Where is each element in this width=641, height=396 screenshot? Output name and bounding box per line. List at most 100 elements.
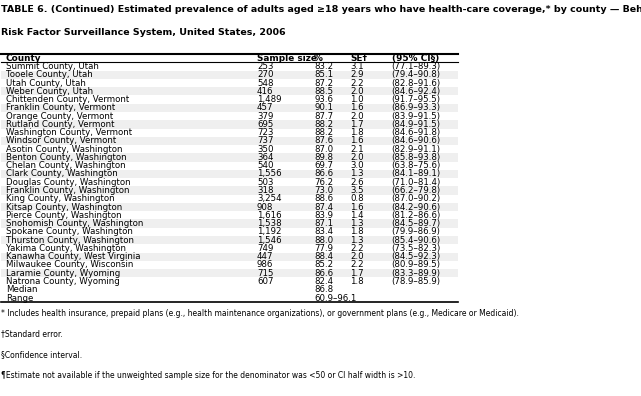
- FancyBboxPatch shape: [1, 253, 458, 261]
- Text: 90.1: 90.1: [314, 103, 333, 112]
- Text: 88.4: 88.4: [314, 252, 333, 261]
- Text: 3,254: 3,254: [257, 194, 281, 203]
- Text: 82.4: 82.4: [314, 277, 333, 286]
- Text: (79.9–86.9): (79.9–86.9): [392, 227, 440, 236]
- Text: 1.8: 1.8: [351, 227, 364, 236]
- Text: Chelan County, Washington: Chelan County, Washington: [6, 161, 126, 170]
- Text: 1,556: 1,556: [257, 169, 281, 179]
- Text: 2.0: 2.0: [351, 112, 364, 121]
- Text: 93.6: 93.6: [314, 95, 333, 104]
- Text: §Confidence interval.: §Confidence interval.: [1, 350, 83, 359]
- FancyBboxPatch shape: [1, 219, 458, 228]
- Text: 2.1: 2.1: [351, 145, 364, 154]
- Text: 749: 749: [257, 244, 273, 253]
- Text: 87.0: 87.0: [314, 145, 333, 154]
- Text: Clark County, Washington: Clark County, Washington: [6, 169, 118, 179]
- Text: (84.5–92.3): (84.5–92.3): [392, 252, 441, 261]
- Text: Range: Range: [6, 293, 33, 303]
- FancyBboxPatch shape: [1, 236, 458, 244]
- Text: 986: 986: [257, 261, 273, 270]
- Text: 1,546: 1,546: [257, 236, 281, 245]
- Text: 76.2: 76.2: [314, 178, 333, 187]
- Text: Milwaukee County, Wisconsin: Milwaukee County, Wisconsin: [6, 261, 133, 270]
- Text: 89.8: 89.8: [314, 153, 333, 162]
- Text: 2.2: 2.2: [351, 78, 364, 88]
- Text: 3.5: 3.5: [351, 186, 364, 195]
- Text: 69.7: 69.7: [314, 161, 333, 170]
- Text: Thurston County, Washington: Thurston County, Washington: [6, 236, 134, 245]
- Text: Rutland County, Vermont: Rutland County, Vermont: [6, 120, 115, 129]
- Text: Orange County, Vermont: Orange County, Vermont: [6, 112, 113, 121]
- Text: (87.0–90.2): (87.0–90.2): [392, 194, 441, 203]
- Text: 253: 253: [257, 62, 274, 71]
- Text: Median: Median: [6, 285, 37, 294]
- Text: (80.9–89.5): (80.9–89.5): [392, 261, 440, 270]
- Text: 85.1: 85.1: [314, 70, 333, 79]
- Text: 3.1: 3.1: [351, 62, 364, 71]
- Text: 1.7: 1.7: [351, 269, 364, 278]
- Text: (81.2–86.6): (81.2–86.6): [392, 211, 441, 220]
- Text: 0.8: 0.8: [351, 194, 364, 203]
- FancyBboxPatch shape: [1, 104, 458, 112]
- Text: Franklin County, Vermont: Franklin County, Vermont: [6, 103, 115, 112]
- Text: 2.2: 2.2: [351, 261, 364, 270]
- Text: Asotin County, Washington: Asotin County, Washington: [6, 145, 122, 154]
- Text: 83.9: 83.9: [314, 211, 333, 220]
- Text: * Includes health insurance, prepaid plans (e.g., health maintenance organizatio: * Includes health insurance, prepaid pla…: [1, 309, 519, 318]
- FancyBboxPatch shape: [1, 120, 458, 129]
- Text: 1.6: 1.6: [351, 136, 364, 145]
- Text: Washington County, Vermont: Washington County, Vermont: [6, 128, 132, 137]
- Text: (84.6–92.4): (84.6–92.4): [392, 87, 441, 96]
- Text: 1,616: 1,616: [257, 211, 281, 220]
- FancyBboxPatch shape: [1, 170, 458, 178]
- Text: 1.4: 1.4: [351, 211, 364, 220]
- Text: (85.8–93.8): (85.8–93.8): [392, 153, 441, 162]
- Text: 1.6: 1.6: [351, 203, 364, 211]
- Text: Chittenden County, Vermont: Chittenden County, Vermont: [6, 95, 129, 104]
- Text: 503: 503: [257, 178, 274, 187]
- Text: (84.6–91.8): (84.6–91.8): [392, 128, 441, 137]
- Text: Tooele County, Utah: Tooele County, Utah: [6, 70, 93, 79]
- Text: (83.9–91.5): (83.9–91.5): [392, 112, 440, 121]
- Text: Utah County, Utah: Utah County, Utah: [6, 78, 86, 88]
- Text: 715: 715: [257, 269, 274, 278]
- Text: 86.8: 86.8: [314, 285, 333, 294]
- Text: 1.3: 1.3: [351, 236, 364, 245]
- Text: 457: 457: [257, 103, 274, 112]
- FancyBboxPatch shape: [1, 137, 458, 145]
- Text: (84.5–89.7): (84.5–89.7): [392, 219, 441, 228]
- Text: 73.0: 73.0: [314, 186, 333, 195]
- Text: 364: 364: [257, 153, 274, 162]
- Text: 88.5: 88.5: [314, 87, 333, 96]
- Text: 88.0: 88.0: [314, 236, 333, 245]
- Text: 1.7: 1.7: [351, 120, 364, 129]
- Text: (73.5–82.3): (73.5–82.3): [392, 244, 441, 253]
- Text: 607: 607: [257, 277, 274, 286]
- Text: ¶Estimate not available if the unweighted sample size for the denominator was <5: ¶Estimate not available if the unweighte…: [1, 371, 416, 380]
- Text: 318: 318: [257, 186, 274, 195]
- Text: 87.6: 87.6: [314, 136, 333, 145]
- Text: (63.8–75.6): (63.8–75.6): [392, 161, 441, 170]
- Text: 416: 416: [257, 87, 274, 96]
- Text: Summit County, Utah: Summit County, Utah: [6, 62, 99, 71]
- Text: (84.2–90.6): (84.2–90.6): [392, 203, 441, 211]
- Text: 1.3: 1.3: [351, 169, 364, 179]
- Text: 1,192: 1,192: [257, 227, 281, 236]
- FancyBboxPatch shape: [1, 87, 458, 95]
- Text: 87.7: 87.7: [314, 112, 333, 121]
- Text: 88.2: 88.2: [314, 128, 333, 137]
- Text: (82.9–91.1): (82.9–91.1): [392, 145, 440, 154]
- Text: (85.4–90.6): (85.4–90.6): [392, 236, 441, 245]
- Text: †Standard error.: †Standard error.: [1, 330, 63, 339]
- FancyBboxPatch shape: [1, 269, 458, 277]
- FancyBboxPatch shape: [1, 203, 458, 211]
- Text: %: %: [314, 54, 323, 63]
- Text: 87.2: 87.2: [314, 78, 333, 88]
- Text: 350: 350: [257, 145, 274, 154]
- Text: (84.9–91.5): (84.9–91.5): [392, 120, 440, 129]
- Text: 908: 908: [257, 203, 273, 211]
- Text: 1.6: 1.6: [351, 103, 364, 112]
- Text: 85.2: 85.2: [314, 261, 333, 270]
- Text: 2.0: 2.0: [351, 153, 364, 162]
- Text: County: County: [6, 54, 42, 63]
